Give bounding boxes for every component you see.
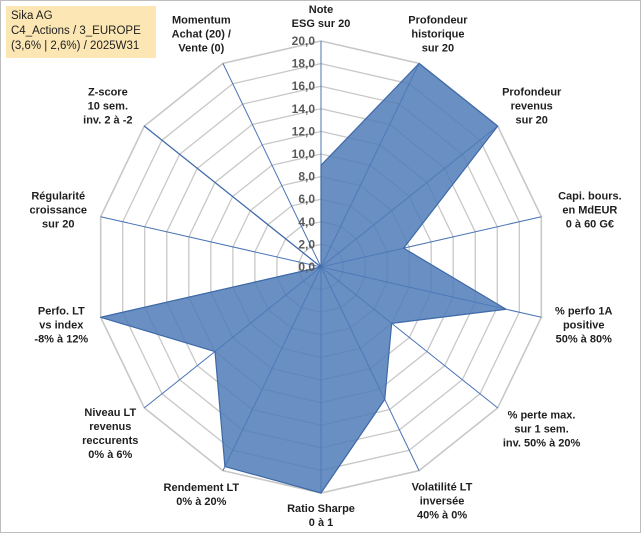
axis-label: Volatilité LT inversée 40% à 0%: [412, 481, 473, 521]
axis-label-line: 50% à 80%: [556, 334, 612, 346]
info-box: Sika AG C4_Actions / 3_EUROPE (3,6% | 2,…: [6, 6, 156, 58]
spoke-line: [222, 63, 322, 268]
axis-label-line: historique: [411, 29, 464, 41]
axis-label-line: sur 20: [42, 218, 74, 230]
axis-label-line: Note: [309, 4, 333, 16]
axis-label-line: revenus: [511, 101, 553, 113]
radial-tick-labels: 0,0 2,0 4,0 6,0 8,0 10,0 12,0 14,0 16,0 18,0 20,0: [292, 34, 316, 274]
axis-label-line: % perte max.: [508, 409, 576, 421]
axis-label-line: Z-score: [88, 87, 128, 99]
axis-label-line: reccurents: [82, 435, 138, 447]
axis-label-line: sur 20: [422, 43, 454, 55]
axis-label: Note ESG sur 20: [292, 4, 351, 30]
spoke-line: [100, 216, 322, 268]
axis-label: Profondeur historique sur 20: [408, 15, 468, 55]
axis-label-line: -8% à 12%: [34, 334, 88, 346]
axis-label: Momentum Achat (20) / Vente (0): [172, 15, 231, 55]
axis-label-line: Momentum: [172, 15, 231, 27]
axis-label-line: Profondeur: [408, 15, 468, 27]
axis-label-line: Capi. bours.: [558, 190, 622, 202]
axis-label-line: Régularité: [31, 190, 85, 202]
axis-label-line: Vente (0): [178, 43, 224, 55]
tick-label: 2,0: [298, 237, 315, 251]
portfolio-name: C4_Actions / 3_EUROPE: [11, 25, 141, 37]
axis-label-line: inversée: [420, 495, 465, 507]
axis-label-line: Profondeur: [502, 87, 562, 99]
axis-label-line: positive: [563, 320, 605, 332]
axis-label-line: ESG sur 20: [292, 18, 351, 30]
tick-label: 8,0: [298, 170, 315, 184]
axis-label-line: inv. 50% à 20%: [503, 437, 581, 449]
axis-label-line: 0 à 60 G€: [566, 218, 614, 230]
axis-label-line: 40% à 0%: [417, 509, 467, 521]
axis-labels: Note ESG sur 20 Profondeur historique sur 20…: [30, 4, 622, 529]
tick-label: 20,0: [292, 34, 316, 48]
tick-label: 0,0: [298, 260, 315, 274]
radar-series: [100, 62, 507, 494]
axis-label: % perte max. sur 1 sem. inv. 50% à 20%: [503, 409, 581, 449]
axis-label-line: croissance: [30, 204, 87, 216]
axis-label-line: en MdEUR: [562, 204, 617, 216]
axis-label-line: inv. 2 à -2: [83, 115, 132, 127]
axis-label: Niveau LT revenus reccurents 0% à 6%: [82, 407, 138, 461]
series-area: [100, 62, 507, 494]
tick-label: 16,0: [292, 79, 316, 93]
axis-label: Z-score 10 sem. inv. 2 à -2: [83, 87, 132, 127]
performance-stats: (3,6% | 2,6%) / 2025W31: [11, 40, 140, 52]
axis-label-line: Perfo. LT: [38, 306, 85, 318]
axis-label-line: 0% à 6%: [88, 449, 132, 461]
axis-label-line: sur 1 sem.: [514, 423, 568, 435]
axis-label: Profondeur revenus sur 20: [502, 87, 562, 127]
tick-label: 6,0: [298, 192, 315, 206]
tick-label: 4,0: [298, 215, 315, 229]
axis-label-line: 0 à 1: [309, 517, 333, 529]
axis-label-line: Rendement LT: [164, 482, 240, 494]
axis-label-line: 0% à 20%: [176, 496, 226, 508]
axis-label-line: Niveau LT: [84, 407, 136, 419]
axis-label: Rendement LT 0% à 20%: [164, 482, 240, 508]
axis-label-line: 10 sem.: [88, 101, 128, 113]
axis-label: Régularité croissance sur 20: [30, 190, 87, 230]
tick-label: 10,0: [292, 147, 316, 161]
axis-label-line: vs index: [39, 320, 84, 332]
axis-label: Capi. bours. en MdEUR 0 à 60 G€: [558, 190, 622, 230]
axis-label-line: Volatilité LT: [412, 481, 473, 493]
axis-label-line: Ratio Sharpe: [287, 503, 355, 515]
axis-label: Ratio Sharpe 0 à 1: [287, 503, 355, 529]
tick-label: 12,0: [292, 124, 316, 138]
tick-label: 14,0: [292, 102, 316, 116]
axis-label-line: % perfo 1A: [555, 306, 613, 318]
axis-label-line: sur 20: [515, 115, 547, 127]
axis-label-line: Achat (20) /: [172, 29, 231, 41]
axis-label: % perfo 1A positive 50% à 80%: [555, 306, 613, 346]
axis-label-line: revenus: [89, 421, 131, 433]
company-name: Sika AG: [11, 10, 53, 22]
axis-label: Perfo. LT vs index -8% à 12%: [34, 306, 88, 346]
tick-label: 18,0: [292, 57, 316, 71]
